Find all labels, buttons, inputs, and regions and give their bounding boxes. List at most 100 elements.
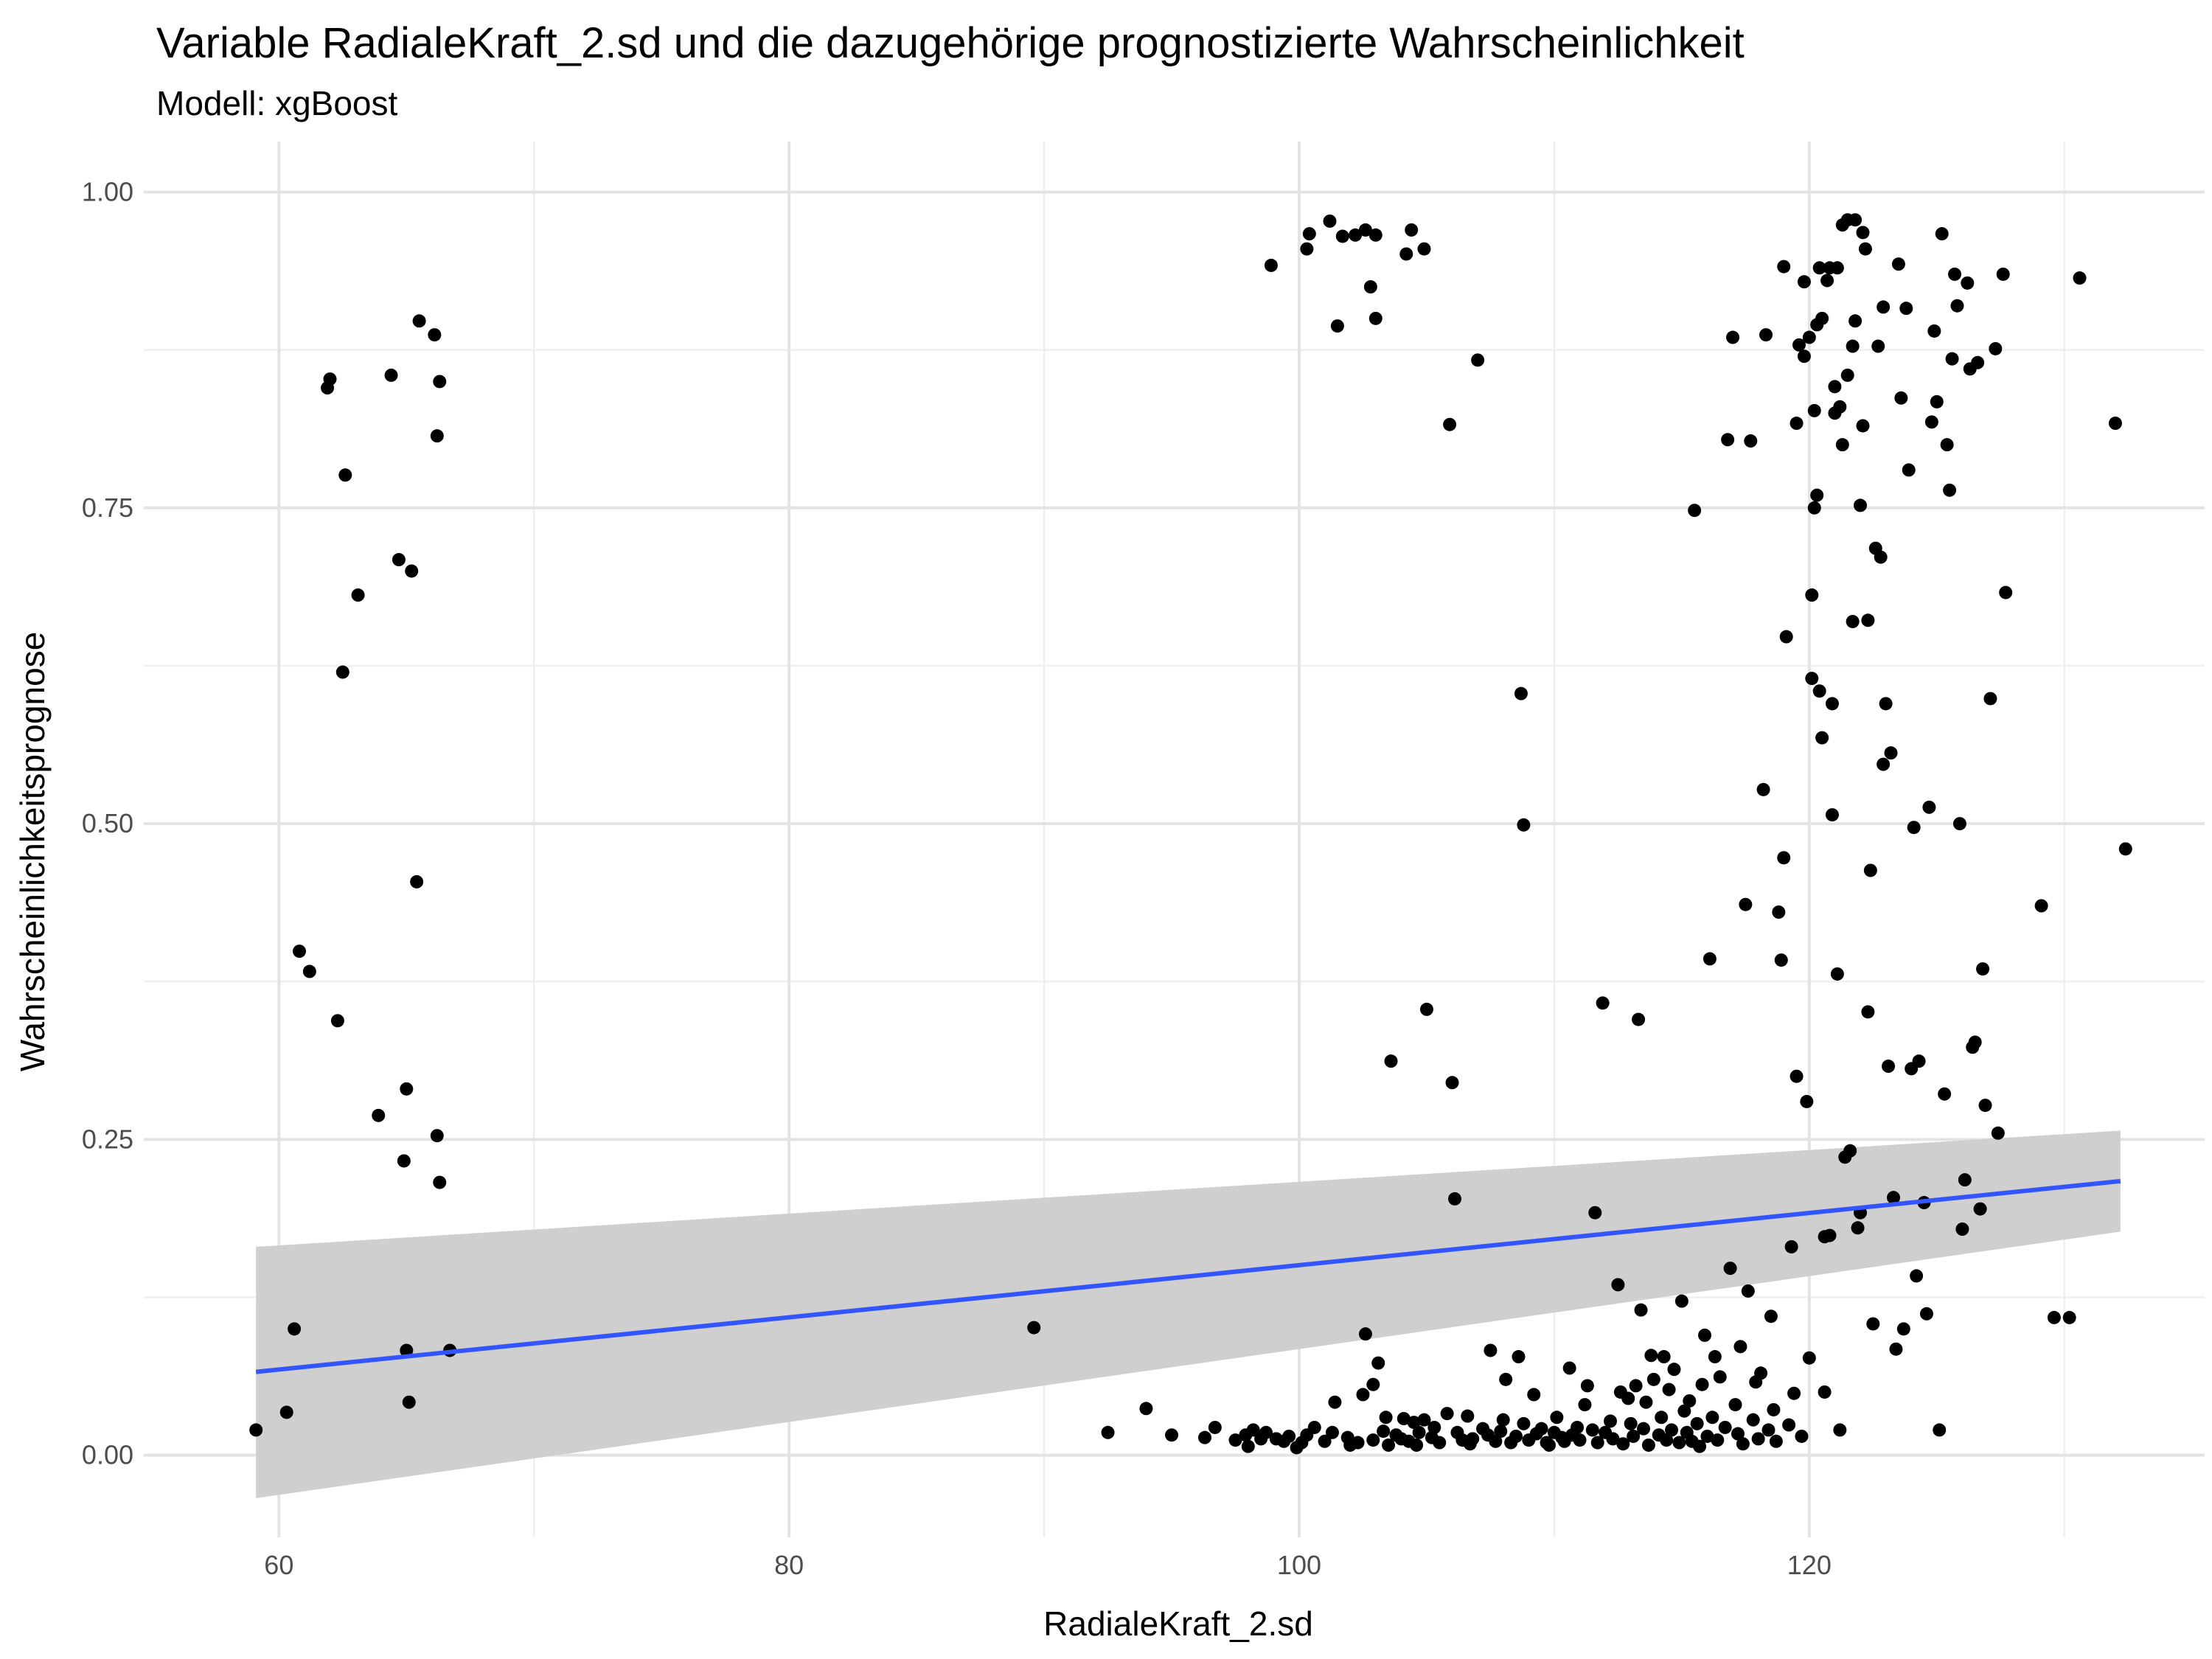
data-point bbox=[1812, 261, 1826, 275]
data-point bbox=[335, 665, 349, 679]
data-point bbox=[1973, 1202, 1987, 1216]
y-axis-ticks: 0.00 0.25 0.50 0.75 1.00 bbox=[82, 177, 133, 1470]
data-point bbox=[1790, 1069, 1804, 1083]
data-point bbox=[1588, 1206, 1602, 1220]
data-point bbox=[1877, 757, 1891, 771]
data-point bbox=[1407, 1416, 1421, 1430]
data-point bbox=[1751, 1432, 1765, 1446]
data-point bbox=[249, 1423, 263, 1437]
data-point bbox=[1366, 1433, 1380, 1447]
data-point bbox=[1772, 905, 1786, 919]
data-point bbox=[1784, 1239, 1798, 1253]
data-point bbox=[1828, 380, 1842, 394]
data-point bbox=[1846, 339, 1860, 353]
data-point bbox=[1405, 223, 1419, 237]
data-point bbox=[1562, 1361, 1576, 1375]
data-point bbox=[430, 429, 444, 443]
data-point bbox=[1578, 1398, 1592, 1412]
data-point bbox=[1713, 1370, 1727, 1384]
data-point bbox=[1672, 1436, 1686, 1450]
data-point bbox=[1991, 1126, 2005, 1140]
data-point bbox=[405, 564, 419, 578]
data-point bbox=[1440, 1407, 1454, 1421]
data-point bbox=[279, 1405, 293, 1419]
data-point bbox=[1767, 1402, 1781, 1416]
data-point bbox=[1397, 1411, 1411, 1425]
data-point bbox=[1848, 314, 1863, 328]
data-point bbox=[1366, 1377, 1380, 1391]
data-point bbox=[1728, 1398, 1742, 1412]
data-point bbox=[1165, 1428, 1179, 1442]
data-point bbox=[1943, 483, 1957, 497]
data-point bbox=[1377, 1425, 1391, 1439]
data-point bbox=[1835, 438, 1849, 452]
data-point bbox=[1433, 1436, 1447, 1450]
data-point bbox=[1882, 1060, 1896, 1074]
data-point bbox=[1412, 1425, 1426, 1439]
data-point bbox=[1466, 1432, 1480, 1446]
data-point bbox=[1858, 242, 1872, 256]
data-point bbox=[1461, 1409, 1475, 1423]
data-point bbox=[410, 874, 424, 888]
data-point bbox=[1368, 228, 1382, 242]
data-point bbox=[1417, 242, 1431, 256]
data-point bbox=[384, 368, 398, 382]
data-point bbox=[2118, 842, 2132, 856]
data-point bbox=[1833, 1423, 1847, 1437]
data-point bbox=[1690, 1416, 1704, 1430]
data-point bbox=[1961, 276, 1975, 290]
data-point bbox=[1325, 1425, 1339, 1439]
data-point bbox=[1514, 686, 1528, 700]
data-point bbox=[1621, 1391, 1635, 1405]
data-point bbox=[1517, 818, 1531, 832]
y-tick-label: 0.25 bbox=[82, 1124, 133, 1154]
data-point bbox=[2062, 1310, 2076, 1324]
data-point bbox=[1871, 339, 1885, 353]
data-point bbox=[1721, 433, 1735, 447]
data-point bbox=[1830, 967, 1844, 981]
data-point bbox=[1636, 1422, 1650, 1436]
data-point bbox=[1604, 1414, 1618, 1428]
x-tick-label: 60 bbox=[264, 1550, 293, 1580]
data-point bbox=[1448, 1192, 1462, 1206]
data-point bbox=[1950, 299, 1964, 313]
data-point bbox=[1996, 267, 2010, 281]
data-point bbox=[1807, 403, 1821, 417]
data-points bbox=[249, 213, 2132, 1455]
data-point bbox=[1907, 821, 1921, 835]
data-point bbox=[1499, 1372, 1513, 1386]
data-point bbox=[1627, 1429, 1641, 1443]
grid-lines bbox=[144, 142, 2205, 1537]
data-point bbox=[1833, 400, 1847, 414]
data-point bbox=[1840, 368, 1854, 382]
data-point bbox=[1351, 1436, 1365, 1450]
data-point bbox=[1978, 1099, 1992, 1113]
data-point bbox=[1723, 1262, 1737, 1276]
data-point bbox=[1856, 226, 1870, 240]
data-point bbox=[1899, 302, 1913, 316]
data-point bbox=[1259, 1425, 1273, 1439]
data-point bbox=[1300, 242, 1314, 256]
data-point bbox=[1358, 1327, 1372, 1341]
data-point bbox=[1805, 588, 1819, 602]
data-point bbox=[1933, 1423, 1947, 1437]
data-point bbox=[1198, 1430, 1212, 1444]
data-point bbox=[1805, 672, 1819, 686]
data-point bbox=[1733, 1340, 1747, 1354]
data-point bbox=[1335, 229, 1349, 243]
chart-title: Variable RadialeKraft_2.sd und die dazug… bbox=[156, 19, 1745, 67]
data-point bbox=[1639, 1395, 1653, 1409]
data-point bbox=[1800, 1094, 1814, 1108]
data-point bbox=[1815, 731, 1829, 745]
data-point bbox=[1856, 419, 1870, 433]
data-point bbox=[1700, 1429, 1714, 1443]
data-point bbox=[1910, 1269, 1924, 1283]
data-point bbox=[1726, 330, 1740, 344]
data-point bbox=[1698, 1328, 1712, 1342]
data-point bbox=[1657, 1350, 1671, 1364]
data-point bbox=[1777, 260, 1791, 274]
confidence-band-area bbox=[256, 1130, 2121, 1498]
data-point bbox=[1573, 1433, 1587, 1447]
data-point bbox=[1744, 434, 1758, 448]
data-point bbox=[1863, 863, 1877, 877]
